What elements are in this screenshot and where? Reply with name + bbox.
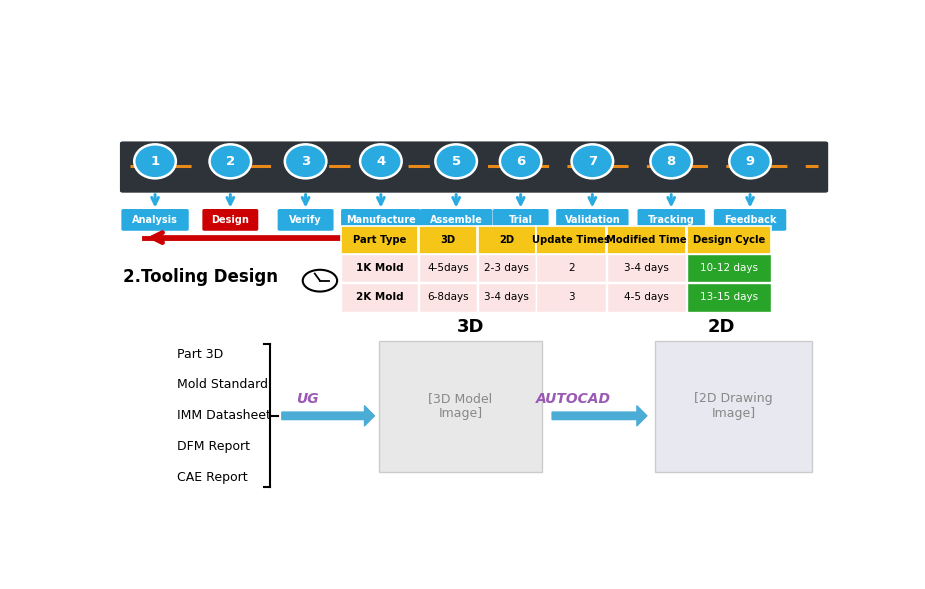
Text: Assemble: Assemble <box>430 215 483 225</box>
Text: AUTOCAD: AUTOCAD <box>536 392 610 406</box>
Ellipse shape <box>134 144 176 178</box>
Text: 9: 9 <box>746 155 755 168</box>
Bar <box>607 226 686 254</box>
Text: 7: 7 <box>587 155 597 168</box>
Text: Tracking: Tracking <box>648 215 695 225</box>
FancyBboxPatch shape <box>120 141 828 193</box>
Text: 2: 2 <box>568 263 574 273</box>
FancyBboxPatch shape <box>203 209 258 231</box>
Text: [3D Model
Image]: [3D Model Image] <box>428 392 492 421</box>
Ellipse shape <box>500 144 541 178</box>
Ellipse shape <box>360 144 401 178</box>
Bar <box>419 226 477 254</box>
Circle shape <box>302 270 337 292</box>
Text: 2: 2 <box>226 155 235 168</box>
Bar <box>687 226 771 254</box>
Bar <box>341 254 418 283</box>
Ellipse shape <box>729 144 771 178</box>
FancyBboxPatch shape <box>714 209 786 231</box>
Text: Design Cycle: Design Cycle <box>693 235 765 245</box>
FancyBboxPatch shape <box>637 209 705 231</box>
Bar <box>341 226 418 254</box>
Text: 10-12 days: 10-12 days <box>700 263 758 273</box>
Bar <box>655 340 812 472</box>
Ellipse shape <box>436 144 477 178</box>
Bar <box>687 254 771 283</box>
Bar <box>687 283 771 312</box>
Text: 6: 6 <box>516 155 525 168</box>
Text: 6-8days: 6-8days <box>427 293 469 302</box>
Text: Verify: Verify <box>290 215 322 225</box>
Bar <box>378 340 542 472</box>
Text: 8: 8 <box>667 155 676 168</box>
Text: 3: 3 <box>568 293 574 302</box>
Bar <box>607 283 686 312</box>
Text: CAE Report: CAE Report <box>177 471 247 484</box>
FancyBboxPatch shape <box>556 209 629 231</box>
FancyBboxPatch shape <box>121 209 189 231</box>
Bar <box>419 254 477 283</box>
Text: Part Type: Part Type <box>353 235 406 245</box>
Text: Validation: Validation <box>564 215 621 225</box>
Text: 1K Mold: 1K Mold <box>356 263 403 273</box>
Text: 2.Tooling Design: 2.Tooling Design <box>123 268 278 286</box>
Text: IMM Datasheet: IMM Datasheet <box>177 409 270 422</box>
Text: 3-4 days: 3-4 days <box>624 263 669 273</box>
Bar <box>341 283 418 312</box>
Text: DFM Report: DFM Report <box>177 440 250 453</box>
Bar <box>419 283 477 312</box>
Text: 2K Mold: 2K Mold <box>356 293 403 302</box>
Text: [2D Drawing
Image]: [2D Drawing Image] <box>695 392 773 421</box>
Bar <box>536 254 606 283</box>
Text: 2D: 2D <box>708 318 735 336</box>
Ellipse shape <box>210 144 251 178</box>
Bar <box>477 283 536 312</box>
Text: 4-5days: 4-5days <box>427 263 469 273</box>
Text: 13-15 days: 13-15 days <box>700 293 758 302</box>
Text: 1: 1 <box>151 155 160 168</box>
Text: UG: UG <box>296 392 319 406</box>
Bar <box>477 226 536 254</box>
Text: Mold Standard: Mold Standard <box>177 379 267 392</box>
Text: Update Times: Update Times <box>532 235 611 245</box>
Text: 4-5 days: 4-5 days <box>624 293 669 302</box>
Bar <box>477 254 536 283</box>
Text: Design: Design <box>212 215 249 225</box>
Text: Analysis: Analysis <box>132 215 178 225</box>
Bar <box>536 283 606 312</box>
Text: 5: 5 <box>451 155 461 168</box>
FancyBboxPatch shape <box>493 209 549 231</box>
FancyBboxPatch shape <box>278 209 334 231</box>
Text: 3D: 3D <box>457 318 484 336</box>
Text: 3: 3 <box>301 155 310 168</box>
FancyBboxPatch shape <box>420 209 492 231</box>
Bar <box>607 254 686 283</box>
Text: Modified Time: Modified Time <box>606 235 686 245</box>
Text: Manufacture: Manufacture <box>346 215 415 225</box>
Bar <box>536 226 606 254</box>
Text: 2D: 2D <box>500 235 514 245</box>
Text: 2-3 days: 2-3 days <box>485 263 529 273</box>
Text: 3D: 3D <box>440 235 455 245</box>
Ellipse shape <box>650 144 692 178</box>
Text: Part 3D: Part 3D <box>177 348 223 360</box>
Text: 3-4 days: 3-4 days <box>485 293 529 302</box>
Text: Feedback: Feedback <box>723 215 776 225</box>
FancyBboxPatch shape <box>341 209 421 231</box>
Ellipse shape <box>285 144 327 178</box>
Text: 4: 4 <box>376 155 386 168</box>
Text: Trial: Trial <box>509 215 533 225</box>
Ellipse shape <box>572 144 613 178</box>
